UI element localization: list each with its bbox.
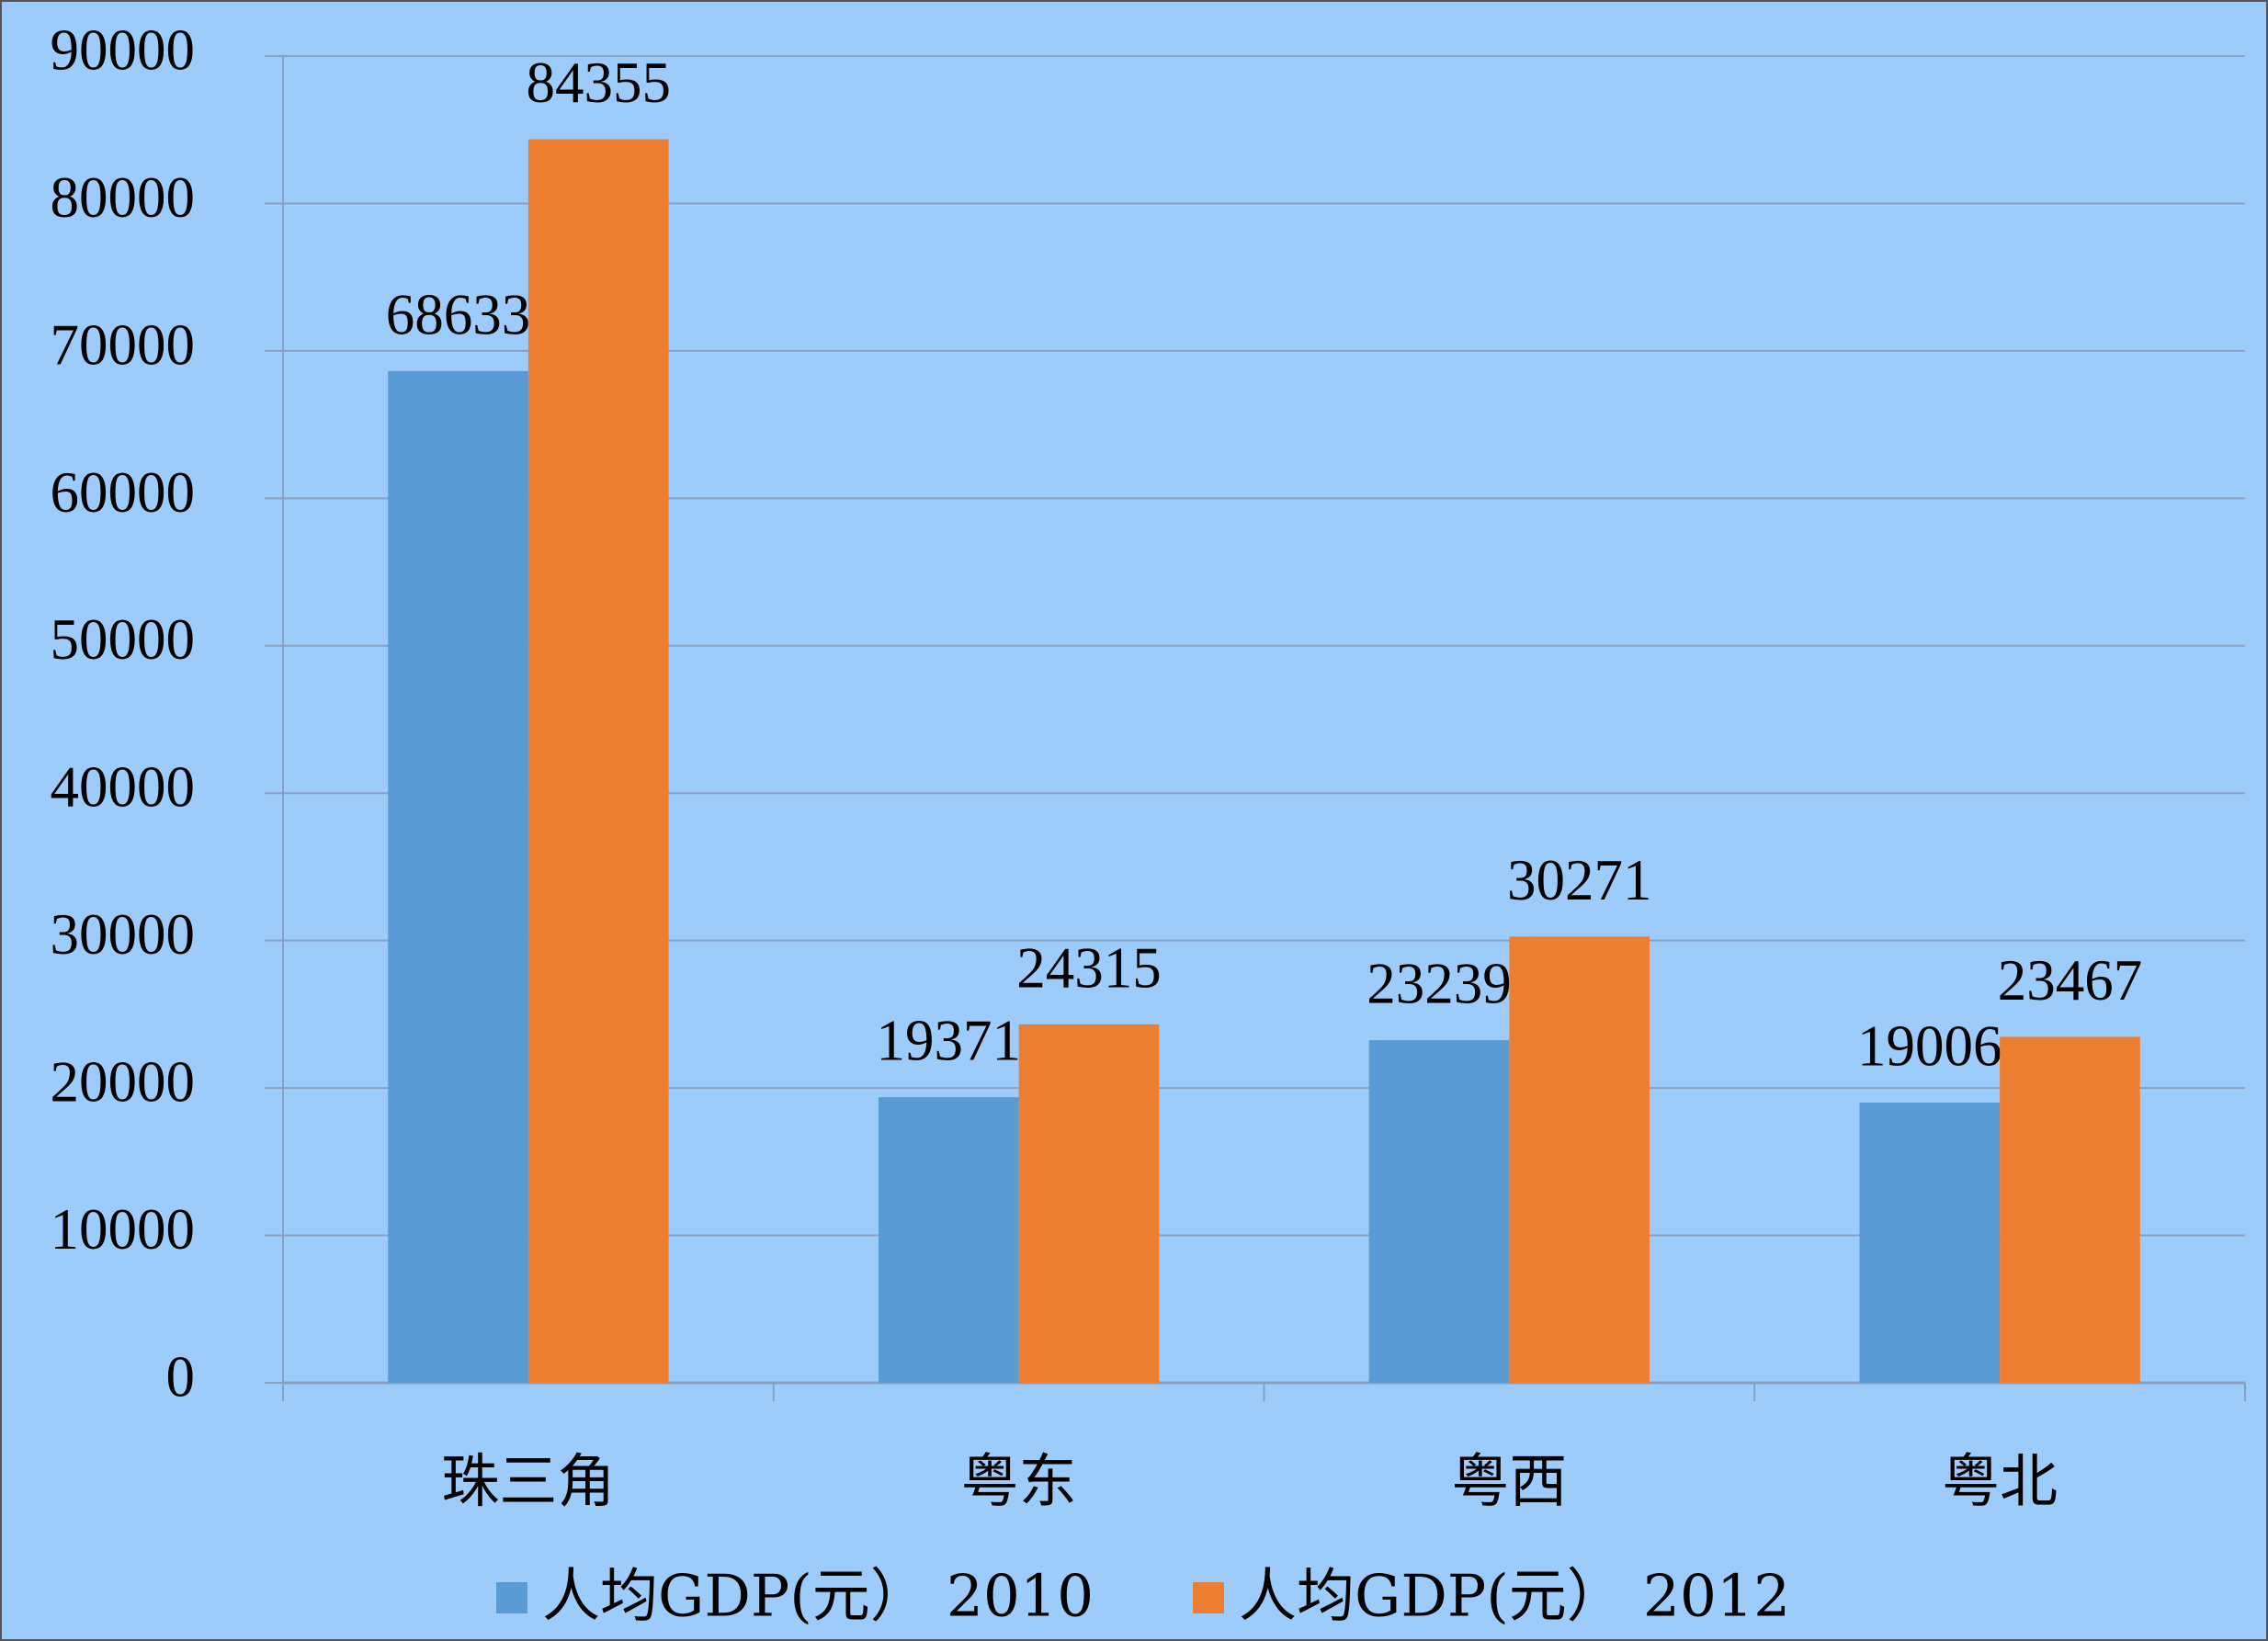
value-label: 68633 (386, 282, 531, 346)
y-tick-label: 60000 (51, 460, 196, 525)
value-label: 24315 (1016, 935, 1162, 1000)
value-label: 23467 (1998, 948, 2143, 1013)
y-tick-label: 70000 (51, 312, 196, 377)
legend-swatch (1193, 1582, 1224, 1613)
bar (878, 1097, 1019, 1383)
bar (1018, 1024, 1160, 1383)
y-tick-label: 20000 (51, 1050, 196, 1115)
bar (1509, 936, 1650, 1383)
x-tick-label: 粤东 (961, 1448, 1077, 1515)
y-tick-label: 90000 (51, 17, 196, 82)
bar (1368, 1040, 1510, 1383)
bar (2000, 1036, 2140, 1383)
bar (388, 370, 528, 1383)
value-label: 19006 (1857, 1014, 2002, 1079)
y-tick-label: 30000 (51, 902, 196, 967)
x-tick-label: 粤北 (1942, 1448, 2058, 1515)
x-tick-label: 珠三角 (441, 1448, 615, 1515)
legend-swatch (496, 1582, 527, 1613)
legend-label: 人均GDP(元） 2012 (1239, 1563, 1790, 1630)
value-label: 19371 (877, 1009, 1022, 1073)
y-tick-label: 10000 (51, 1197, 196, 1262)
y-tick-label: 40000 (51, 755, 196, 820)
bar (1859, 1103, 2001, 1383)
y-tick-label: 0 (166, 1344, 196, 1409)
bar (527, 139, 669, 1383)
value-label: 30271 (1507, 848, 1652, 912)
y-tick-label: 80000 (51, 165, 196, 230)
y-tick-label: 50000 (51, 607, 196, 672)
value-label: 84355 (526, 51, 671, 115)
x-tick-label: 粤西 (1451, 1448, 1567, 1515)
value-label: 23239 (1366, 952, 1512, 1016)
legend-label: 人均GDP(元） 2010 (542, 1563, 1094, 1630)
